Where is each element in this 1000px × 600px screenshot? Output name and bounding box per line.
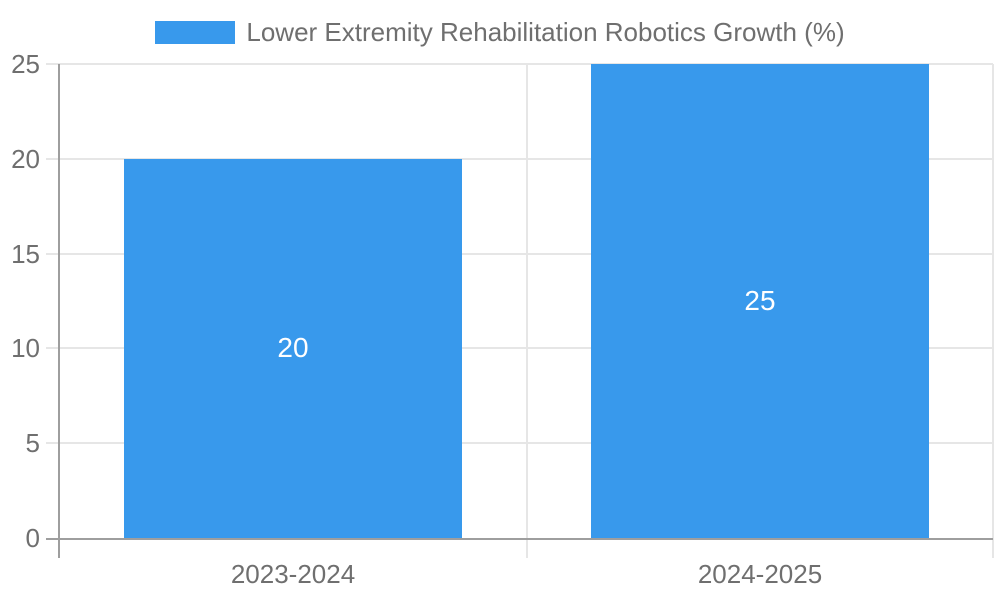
x-gridline [992, 64, 994, 558]
legend[interactable]: Lower Extremity Rehabilitation Robotics … [0, 16, 1000, 48]
y-tick-label: 20 [11, 144, 40, 174]
y-tick-mark [46, 347, 60, 349]
y-tick-label: 15 [11, 239, 40, 269]
x-gridline [526, 64, 528, 558]
x-tick-label: 2024-2025 [697, 559, 823, 589]
y-tick-mark [46, 158, 60, 160]
y-tick-label: 0 [25, 523, 40, 553]
y-tick-label: 5 [25, 428, 40, 458]
y-tick-mark [46, 253, 60, 255]
y-tick-label: 10 [11, 333, 40, 363]
x-axis-line [46, 538, 993, 540]
bar-value-label: 20 [277, 332, 309, 363]
bar-value-label: 25 [744, 285, 776, 316]
y-axis-line [58, 64, 60, 558]
bar [591, 64, 929, 538]
y-tick-mark [46, 442, 60, 444]
x-tick-label: 2023-2024 [230, 559, 356, 589]
legend-label: Lower Extremity Rehabilitation Robotics … [246, 17, 845, 47]
y-tick-label: 25 [11, 49, 40, 79]
legend-swatch [155, 20, 236, 44]
y-tick-mark [46, 63, 60, 65]
bar [124, 159, 462, 538]
